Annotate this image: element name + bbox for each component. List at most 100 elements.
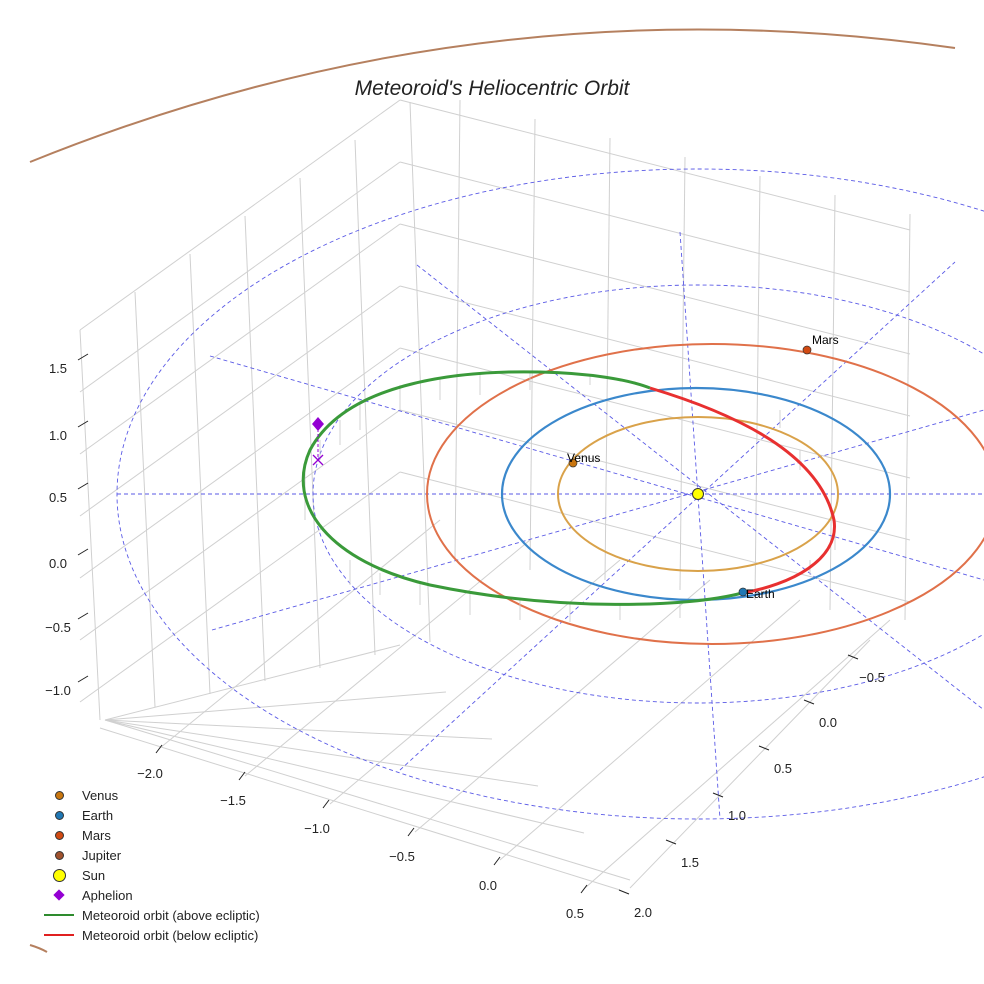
grid-line bbox=[79, 471, 401, 703]
grid-line bbox=[79, 409, 401, 641]
x-tick-mark bbox=[580, 884, 588, 894]
y-tick-label: 1.5 bbox=[681, 855, 699, 870]
legend-label: Venus bbox=[82, 787, 119, 803]
grid-line bbox=[399, 285, 911, 417]
jupiter-orbit bbox=[29, 28, 956, 953]
chart-title: Meteoroid's Heliocentric Orbit bbox=[355, 77, 631, 100]
grid-line bbox=[679, 156, 686, 591]
grid-line bbox=[104, 719, 493, 740]
circle-marker-icon bbox=[38, 850, 80, 860]
grid-line bbox=[414, 579, 711, 833]
grid-line bbox=[134, 291, 156, 708]
legend-item: Jupiter bbox=[38, 845, 260, 865]
legend-item: Mars bbox=[38, 825, 260, 845]
grid-line bbox=[79, 285, 401, 517]
legend-label: Meteoroid orbit (above ecliptic) bbox=[82, 907, 260, 923]
sun-marker bbox=[692, 488, 704, 500]
mars-label: Mars bbox=[812, 333, 839, 347]
grid-line bbox=[79, 161, 401, 393]
grid-line bbox=[244, 539, 531, 777]
line-marker-icon bbox=[38, 914, 80, 916]
z-tick-mark bbox=[77, 482, 89, 490]
grid-line bbox=[79, 223, 401, 455]
meteoroid-orbit-above bbox=[301, 370, 743, 606]
grid-line bbox=[499, 599, 801, 861]
y-tick-mark bbox=[758, 745, 770, 751]
grid-line bbox=[399, 161, 911, 293]
grid-line bbox=[79, 329, 101, 721]
grid-line bbox=[409, 101, 431, 643]
circle-marker-icon bbox=[38, 868, 80, 882]
grid-line bbox=[104, 719, 585, 834]
grid-line bbox=[329, 559, 621, 805]
meteoroid-orbit-below bbox=[649, 386, 836, 595]
y-tick-mark bbox=[618, 889, 630, 895]
x-tick-label: 0.0 bbox=[479, 878, 497, 893]
y-axis-line bbox=[629, 639, 871, 889]
legend-item: Aphelion bbox=[38, 885, 260, 905]
grid-line bbox=[299, 177, 321, 669]
y-tick-label: 0.5 bbox=[774, 761, 792, 776]
aphelion-marker bbox=[312, 417, 324, 431]
axis-ticks: 1.5 1.0 0.5 0.0 −0.5 −1.0 −2.0 −1.5 −1.0 −0.5 0.0 0… bbox=[45, 353, 885, 921]
legend-label: Meteoroid orbit (below ecliptic) bbox=[82, 927, 259, 943]
z-tick-mark bbox=[77, 420, 89, 428]
y-tick-mark bbox=[847, 654, 859, 660]
grid-line bbox=[584, 619, 891, 889]
axes-grid bbox=[79, 99, 911, 891]
y-tick-mark bbox=[712, 792, 724, 798]
legend-item: Venus bbox=[38, 785, 260, 805]
y-tick-label: −0.5 bbox=[859, 670, 885, 685]
grid-line bbox=[159, 519, 441, 749]
y-tick-label: 1.0 bbox=[728, 808, 746, 823]
circle-marker-icon bbox=[38, 810, 80, 820]
meteoroid-orbit bbox=[301, 370, 836, 622]
y-tick-mark bbox=[665, 839, 677, 845]
y-tick-label: 0.0 bbox=[819, 715, 837, 730]
legend-item: Sun bbox=[38, 865, 260, 885]
earth-label: Earth bbox=[746, 587, 775, 601]
legend-item: Meteoroid orbit (below ecliptic) bbox=[38, 925, 260, 945]
z-tick-label: 1.5 bbox=[49, 361, 67, 376]
z-tick-label: 0.0 bbox=[49, 556, 67, 571]
grid-line bbox=[399, 223, 911, 355]
grid-line bbox=[829, 194, 836, 611]
z-tick-mark bbox=[77, 612, 89, 620]
grid-line bbox=[399, 99, 911, 231]
diamond-marker-icon bbox=[38, 889, 80, 901]
legend-label: Sun bbox=[82, 867, 106, 883]
grid-line bbox=[79, 347, 401, 579]
legend-item: Meteoroid orbit (above ecliptic) bbox=[38, 905, 260, 925]
x-tick-label: −0.5 bbox=[389, 849, 415, 864]
grid-line bbox=[399, 409, 911, 541]
venus-marker bbox=[568, 458, 578, 468]
legend-label: Mars bbox=[82, 827, 111, 843]
grid-line bbox=[529, 118, 536, 571]
earth-marker bbox=[738, 587, 748, 597]
z-tick-label: 0.5 bbox=[49, 490, 67, 505]
legend: Venus Earth Mars Jupiter Sun Aphelion Meteoroi… bbox=[38, 785, 260, 945]
grid-line bbox=[904, 213, 911, 621]
z-tick-mark bbox=[77, 548, 89, 556]
x-tick-mark bbox=[155, 744, 163, 754]
grid-line bbox=[104, 691, 447, 721]
grid-line bbox=[104, 719, 539, 787]
grid-line bbox=[354, 139, 376, 656]
ecliptic-reference-grid bbox=[116, 168, 984, 820]
x-tick-label: −1.5 bbox=[220, 793, 246, 808]
grid-line bbox=[604, 137, 611, 581]
x-tick-mark bbox=[493, 856, 501, 866]
x-tick-mark bbox=[322, 799, 330, 809]
grid-line bbox=[244, 215, 266, 682]
grid-line bbox=[399, 347, 911, 479]
z-tick-mark bbox=[77, 675, 89, 683]
y-tick-label: 2.0 bbox=[634, 905, 652, 920]
circle-marker-icon bbox=[38, 830, 80, 840]
legend-label: Jupiter bbox=[82, 847, 122, 863]
circle-marker-icon bbox=[38, 790, 80, 800]
x-tick-label: 0.5 bbox=[566, 906, 584, 921]
z-tick-label: 1.0 bbox=[49, 428, 67, 443]
z-tick-label: −1.0 bbox=[45, 683, 71, 698]
grid-line bbox=[189, 253, 211, 695]
